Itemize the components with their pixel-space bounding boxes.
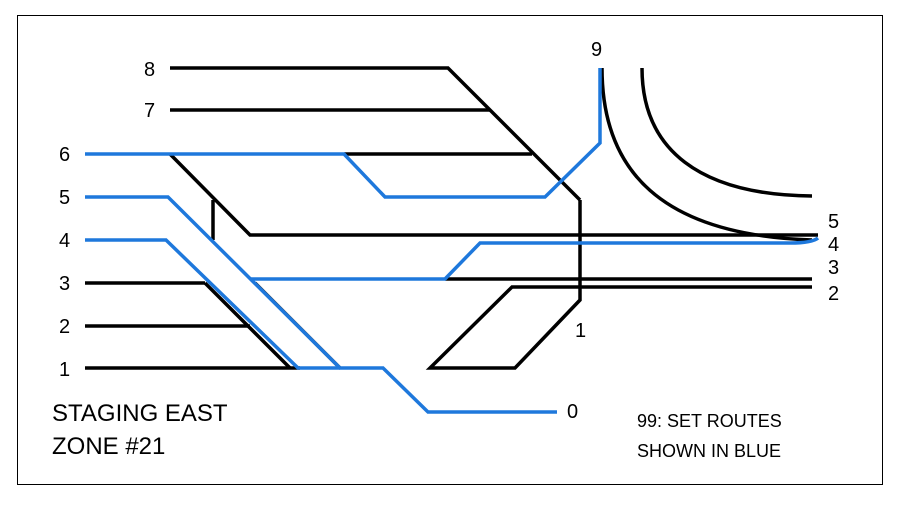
right-track-label-5: 5	[828, 211, 839, 233]
curve-outer-segment	[600, 67, 813, 242]
diagonal-6-to-5-segment	[168, 152, 818, 237]
right-track-labels: 5 4 3 2	[828, 211, 839, 305]
left-track-label-7: 7	[144, 100, 155, 122]
right-track-label-2: 2	[828, 283, 839, 305]
left-track-label-6: 6	[59, 144, 70, 166]
legend-note-line-2: SHOWN IN BLUE	[637, 441, 781, 461]
track-label-0: 0	[567, 401, 578, 423]
track-diagram-panel: 8 7 6 5 4 3 2 1 5 4 3 2 9 1 0 STAGING EA…	[17, 15, 883, 485]
track-segments-blue	[85, 68, 820, 414]
diagonal-3-to-1-segment	[203, 281, 292, 370]
curve-inner-segment	[640, 67, 813, 198]
track-segments-black	[85, 66, 818, 370]
left-track-label-2: 2	[59, 316, 70, 338]
panel-border	[17, 15, 883, 485]
track-8-segment	[170, 66, 582, 202]
legend-note-line-1: 99: SET ROUTES	[637, 411, 782, 431]
left-track-label-3: 3	[59, 273, 70, 295]
route-4-segment[interactable]	[85, 238, 340, 370]
right-track-label-4: 4	[828, 234, 839, 256]
left-track-label-8: 8	[144, 59, 155, 81]
left-track-label-4: 4	[59, 230, 70, 252]
throat-vertical-segment	[425, 200, 812, 370]
track-label-9: 9	[591, 39, 602, 61]
left-track-label-1: 1	[59, 359, 70, 381]
route-6-segment[interactable]	[85, 68, 602, 199]
left-track-labels: 8 7 6 5 4 3 2 1	[59, 59, 155, 381]
right-track-label-3: 3	[828, 257, 839, 279]
track-label-1-turnout: 1	[575, 320, 586, 342]
panel-title-line-1: STAGING EAST	[52, 400, 228, 427]
panel-title-line-2: ZONE #21	[52, 433, 165, 460]
left-track-label-5: 5	[59, 187, 70, 209]
route-5-segment[interactable]	[85, 195, 557, 414]
route-to-4-east-segment[interactable]	[250, 236, 820, 281]
